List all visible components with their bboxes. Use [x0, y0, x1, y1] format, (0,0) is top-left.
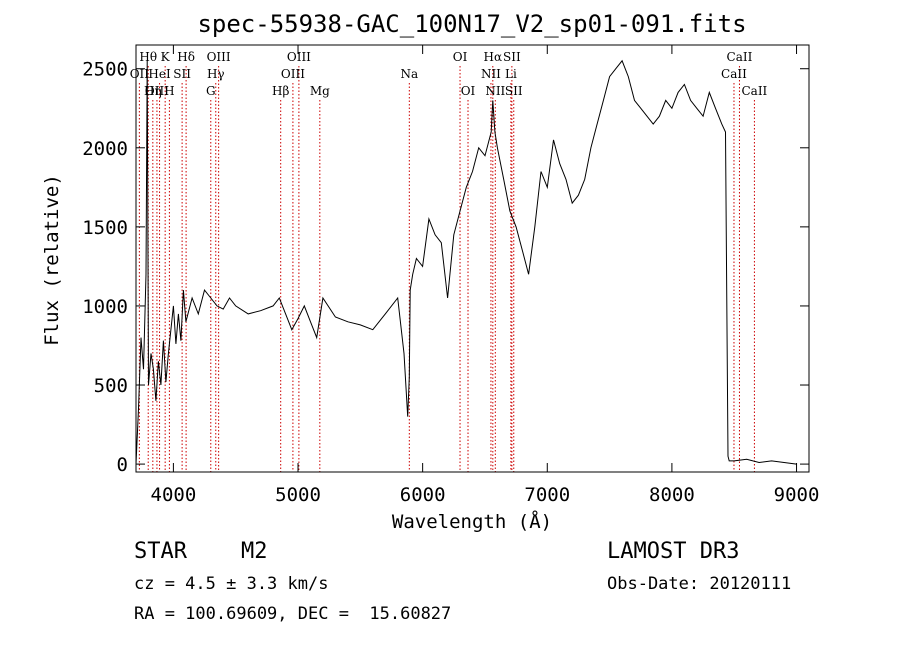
marker-label-27: CaII: [741, 84, 767, 98]
marker-label-26: CaII: [721, 67, 747, 81]
marker-label-3: K: [161, 50, 171, 64]
marker-label-19: Hα: [484, 50, 503, 64]
marker-label-10: Hγ: [207, 67, 225, 81]
x-tick-label-7000: 7000: [524, 484, 570, 506]
redshift-velocity: cz = 4.5 ± 3.3 km/s: [134, 574, 329, 594]
y-axis-label: Flux (relative): [41, 174, 63, 346]
marker-label-23: NII: [485, 84, 505, 98]
marker-label-25: CaII: [727, 50, 753, 64]
marker-label-15: Mg: [310, 84, 330, 98]
marker-label-17: OI: [453, 50, 468, 64]
survey-name: LAMOST DR3: [607, 539, 740, 564]
y-axis-ticks: 0 500 1000 1500 2000 2500: [82, 59, 809, 476]
y-tick-label-500: 500: [94, 375, 128, 397]
chart-title: spec-55938-GAC_100N17_V2_sp01-091.fits: [197, 10, 746, 38]
object-class: STAR: [134, 539, 187, 564]
spectral-line-markers: Hθ OII OIII K HeI Hη H Hδ SII OIII Hγ G Hβ OIII OIII Mg…: [130, 50, 768, 472]
object-subclass: M2: [241, 539, 268, 564]
marker-label-6: H: [164, 84, 174, 98]
marker-label-18: OI: [461, 84, 476, 98]
y-tick-label-1500: 1500: [82, 217, 128, 239]
marker-label-7: Hδ: [177, 50, 195, 64]
y-tick-label-1000: 1000: [82, 296, 128, 318]
plot-frame: [135, 44, 810, 473]
x-tick-label-5000: 5000: [275, 484, 321, 506]
y-tick-label-0: 0: [117, 454, 128, 476]
x-tick-label-4000: 4000: [151, 484, 197, 506]
y-tick-label-2000: 2000: [82, 138, 128, 160]
marker-label-20: SII: [503, 50, 521, 64]
marker-label-24: SII: [505, 84, 523, 98]
marker-label-5: Hη: [144, 84, 162, 98]
x-tick-label-9000: 9000: [774, 484, 820, 506]
marker-label-11: G: [206, 84, 216, 98]
marker-label-2: OIII: [145, 84, 169, 98]
marker-label-4: HeI: [148, 67, 171, 81]
marker-label-21: NII: [481, 67, 501, 81]
x-tick-label-6000: 6000: [400, 484, 446, 506]
x-axis-label: Wavelength (Å): [392, 510, 552, 533]
marker-label-13: OIII: [287, 50, 311, 64]
coordinates: RA = 100.69609, DEC = 15.60827: [134, 604, 452, 624]
x-tick-label-8000: 8000: [649, 484, 695, 506]
marker-label-1: OII: [130, 67, 150, 81]
marker-label-8: SII: [173, 67, 191, 81]
observation-date: Obs-Date: 20120111: [607, 574, 792, 594]
marker-label-22: Li: [505, 67, 517, 81]
marker-label-9: OIII: [207, 50, 231, 64]
marker-label-0: Hθ: [139, 50, 157, 64]
marker-label-14: OIII: [281, 67, 305, 81]
marker-label-12: Hβ: [272, 84, 289, 98]
marker-label-16: Na: [400, 67, 418, 81]
x-axis-ticks: 4000 5000 6000 7000 8000 9000: [151, 45, 820, 506]
y-tick-label-2500: 2500: [82, 59, 128, 81]
flux-series-line: [135, 59, 797, 465]
